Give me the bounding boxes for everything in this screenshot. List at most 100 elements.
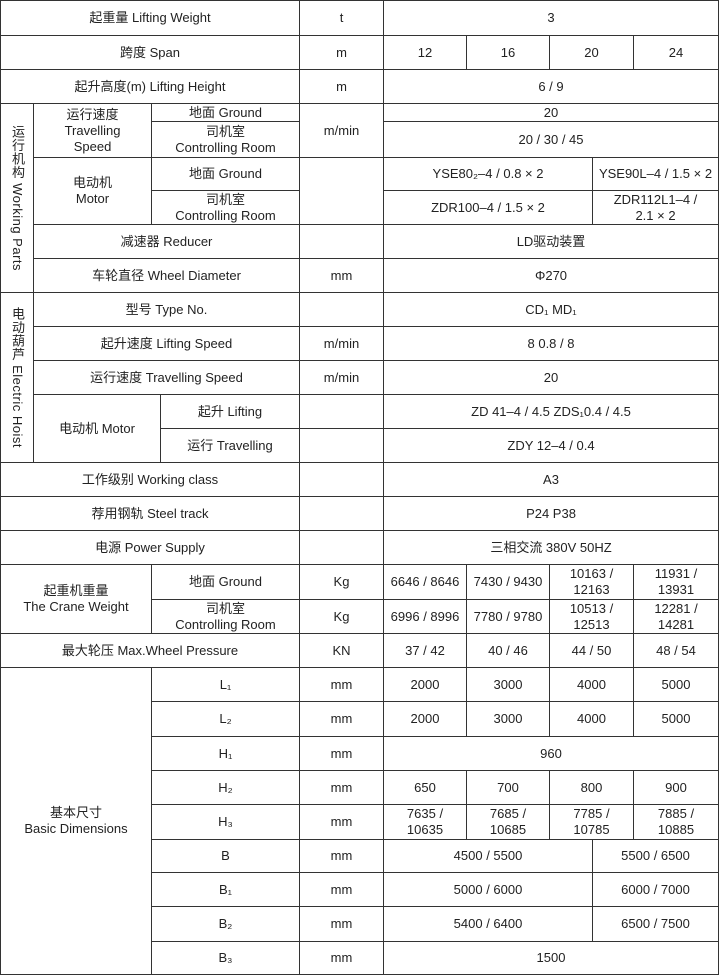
steel-track-value: P24 P38 — [383, 496, 719, 531]
crane-weight-ground-value: 6646 / 8646 — [383, 564, 467, 600]
wheel-pressure-unit: KN — [299, 633, 384, 668]
hoist-travelling-speed-value: 20 — [383, 360, 719, 395]
span-unit: m — [299, 35, 384, 70]
dimension-value: 960 — [383, 736, 719, 771]
motor-unit-empty — [299, 157, 384, 225]
dimension-value: 5400 / 6400 — [383, 906, 593, 942]
dimension-unit: mm — [299, 941, 384, 975]
dimension-value: 7635 / 10635 — [383, 804, 467, 840]
lifting-height-unit: m — [299, 69, 384, 104]
wheel-pressure-value: 48 / 54 — [633, 633, 719, 668]
steel-track-label: 荐用钢轨 Steel track — [0, 496, 300, 531]
dimension-value: 5500 / 6500 — [592, 839, 719, 873]
crane-weight-control-label: 司机室 Controlling Room — [151, 599, 300, 634]
span-value: 12 — [383, 35, 467, 70]
crane-weight-ground-label: 地面 Ground — [151, 564, 300, 600]
power-supply-value: 三相交流 380V 50HZ — [383, 530, 719, 565]
wheel-diameter-label: 车轮直径 Wheel Diameter — [33, 258, 300, 293]
span-label: 跨度 Span — [0, 35, 300, 70]
crane-weight-control-value: 6996 / 8996 — [383, 599, 467, 634]
dimension-value: 3000 — [466, 667, 550, 702]
lifting-weight-label: 起重量 Lifting Weight — [0, 0, 300, 36]
motor-control-label: 司机室 Controlling Room — [151, 190, 300, 225]
motor-control-value: ZDR100–4 / 1.5 × 2 — [383, 190, 593, 225]
dimension-value: 2000 — [383, 701, 467, 737]
hoist-motor-lifting-label: 起升 Lifting — [160, 394, 300, 429]
dimension-value: 7685 / 10685 — [466, 804, 550, 840]
crane-weight-control-value: 12281 / 14281 — [633, 599, 719, 634]
working-class-unit-empty — [299, 462, 384, 497]
reducer-value: LD驱动装置 — [383, 224, 719, 259]
hoist-travelling-speed-label: 运行速度 Travelling Speed — [33, 360, 300, 395]
crane-weight-control-value: 7780 / 9780 — [466, 599, 550, 634]
hoist-motor-unit-empty — [299, 394, 384, 429]
dimension-name: H₃ — [151, 804, 300, 840]
electric-hoist-group-label: 电动葫芦 Electric Hoist — [0, 292, 34, 463]
dimension-unit: mm — [299, 770, 384, 805]
span-value: 20 — [549, 35, 634, 70]
power-supply-label: 电源 Power Supply — [0, 530, 300, 565]
dimension-name: L₁ — [151, 667, 300, 702]
travelling-control-label: 司机室 Controlling Room — [151, 121, 300, 158]
hoist-lifting-speed-unit: m/min — [299, 326, 384, 361]
dimension-value: 7885 / 10885 — [633, 804, 719, 840]
span-value: 16 — [466, 35, 550, 70]
hoist-motor-label: 电动机 Motor — [33, 394, 161, 463]
travelling-control-value: 20 / 30 / 45 — [383, 121, 719, 158]
dimension-value: 5000 — [633, 701, 719, 737]
travelling-speed-label: 运行速度 Travelling Speed — [33, 103, 152, 158]
power-supply-unit-empty — [299, 530, 384, 565]
dimension-unit: mm — [299, 839, 384, 873]
dimension-unit: mm — [299, 667, 384, 702]
crane-weight-ground-value: 10163 / 12163 — [549, 564, 634, 600]
crane-weight-control-unit: Kg — [299, 599, 384, 634]
travelling-ground-value: 20 — [383, 103, 719, 122]
dimension-value: 800 — [549, 770, 634, 805]
dimension-value: 4000 — [549, 667, 634, 702]
dimension-value: 4000 — [549, 701, 634, 737]
lifting-weight-value: 3 — [383, 0, 719, 36]
wheel-pressure-value: 44 / 50 — [549, 633, 634, 668]
dimension-name: B — [151, 839, 300, 873]
dimension-unit: mm — [299, 906, 384, 942]
working-class-label: 工作级别 Working class — [0, 462, 300, 497]
dimension-value: 3000 — [466, 701, 550, 737]
dimension-value: 6000 / 7000 — [592, 872, 719, 907]
wheel-pressure-value: 40 / 46 — [466, 633, 550, 668]
motor-ground-value: YSE90L–4 / 1.5 × 2 — [592, 157, 719, 191]
crane-weight-control-value: 10513 / 12513 — [549, 599, 634, 634]
dimension-value: 5000 — [633, 667, 719, 702]
crane-weight-ground-unit: Kg — [299, 564, 384, 600]
wheel-diameter-unit: mm — [299, 258, 384, 293]
dimension-value: 7785 / 10785 — [549, 804, 634, 840]
hoist-motor-travelling-value: ZDY 12–4 / 0.4 — [383, 428, 719, 463]
wheel-pressure-value: 37 / 42 — [383, 633, 467, 668]
dimension-name: H₁ — [151, 736, 300, 771]
reducer-label: 减速器 Reducer — [33, 224, 300, 259]
travelling-speed-unit: m/min — [299, 103, 384, 158]
motor-control-value: ZDR112L1–4 / 2.1 × 2 — [592, 190, 719, 225]
lifting-height-label: 起升高度(m) Lifting Height — [0, 69, 300, 104]
hoist-lifting-speed-label: 起升速度 Lifting Speed — [33, 326, 300, 361]
basic-dimensions-label: 基本尺寸 Basic Dimensions — [0, 667, 152, 975]
hoist-travelling-speed-unit: m/min — [299, 360, 384, 395]
dimension-unit: mm — [299, 736, 384, 771]
span-value: 24 — [633, 35, 719, 70]
hoist-type-unit-empty — [299, 292, 384, 327]
hoist-type-label: 型号 Type No. — [33, 292, 300, 327]
dimension-unit: mm — [299, 872, 384, 907]
dimension-value: 6500 / 7500 — [592, 906, 719, 942]
wheel-diameter-value: Φ270 — [383, 258, 719, 293]
dimension-unit: mm — [299, 701, 384, 737]
wheel-pressure-label: 最大轮压 Max.Wheel Pressure — [0, 633, 300, 668]
steel-track-unit-empty — [299, 496, 384, 531]
lifting-weight-unit: t — [299, 0, 384, 36]
dimension-value: 4500 / 5500 — [383, 839, 593, 873]
dimension-name: H₂ — [151, 770, 300, 805]
working-class-value: A3 — [383, 462, 719, 497]
dimension-value: 2000 — [383, 667, 467, 702]
dimension-value: 1500 — [383, 941, 719, 975]
hoist-motor-unit-empty — [299, 428, 384, 463]
motor-ground-label: 地面 Ground — [151, 157, 300, 191]
dimension-value: 700 — [466, 770, 550, 805]
